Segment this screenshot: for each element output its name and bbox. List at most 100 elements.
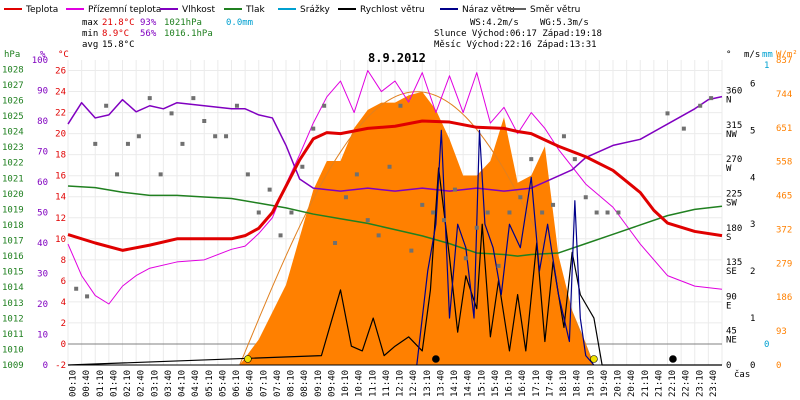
time-tick-label: 15:40 xyxy=(491,370,501,397)
wind-direction-point xyxy=(365,218,370,223)
wind-direction-point xyxy=(681,126,686,131)
wind-direction-point xyxy=(561,134,566,139)
temperature-tick-label: 18 xyxy=(55,151,66,161)
legend-label: Srážky xyxy=(300,5,331,15)
hpa-tick-label: 1028 xyxy=(2,65,24,75)
time-tick-label: 13:10 xyxy=(423,370,433,397)
wind-direction-point xyxy=(104,103,109,108)
stat-min-label: min xyxy=(82,29,98,39)
direction-compass-label: NE xyxy=(726,336,737,346)
temperature-tick-label: 10 xyxy=(55,235,66,245)
wind-direction-point xyxy=(278,233,283,238)
wind-direction-point xyxy=(452,187,457,192)
wind-direction-point xyxy=(409,248,414,253)
hpa-tick-label: 1014 xyxy=(2,283,24,293)
time-tick-label: 10:40 xyxy=(355,370,365,397)
wind-direction-point xyxy=(147,96,152,101)
stat-max-rain: 0.0mm xyxy=(226,18,253,28)
temperature-tick-label: 26 xyxy=(55,67,66,77)
wind-tick-label: 3 xyxy=(750,220,755,230)
stat-avg-temp: 15.8°C xyxy=(102,40,135,50)
direction-compass-label: W xyxy=(726,164,732,174)
legend-item-srazky: Srážky xyxy=(278,5,331,15)
hpa-tick-label: 1012 xyxy=(2,314,24,324)
stat-moon: Měsíc Východ:22:16 Západ:13:31 xyxy=(434,40,597,50)
wind-direction-point xyxy=(354,172,359,177)
wind-tick-label: 5 xyxy=(750,126,755,136)
humidity-tick-label: 90 xyxy=(37,87,48,97)
time-tick-label: 20:10 xyxy=(614,370,624,397)
time-tick-label: 10:10 xyxy=(341,370,351,397)
time-tick-label: 09:40 xyxy=(327,370,337,397)
time-tick-label: 07:40 xyxy=(273,370,283,397)
time-tick-label: 00:10 xyxy=(69,370,79,397)
wind-direction-point xyxy=(507,210,512,215)
stat-min-temp: 8.9°C xyxy=(102,29,129,39)
hpa-tick-label: 1011 xyxy=(2,330,24,340)
ground-temp-line xyxy=(67,70,723,305)
wind-direction-point xyxy=(709,96,714,101)
wind-direction-point xyxy=(191,96,196,101)
hpa-tick-label: 1018 xyxy=(2,221,24,231)
wind-direction-point xyxy=(224,134,229,139)
series-lines xyxy=(67,70,723,366)
hpa-tick-label: 1024 xyxy=(2,128,24,138)
time-tick-label: 03:10 xyxy=(150,370,160,397)
legend-item-vlhkost: Vlhkost xyxy=(160,5,215,15)
wind-direction-point xyxy=(85,294,90,299)
wind-direction-point xyxy=(518,195,523,200)
radiation-tick-label: 558 xyxy=(776,158,792,168)
hpa-tick-label: 1021 xyxy=(2,174,24,184)
time-tick-label: 07:10 xyxy=(259,370,269,397)
wind-direction-point xyxy=(74,286,79,291)
legend-label: Rychlost větru xyxy=(360,5,425,15)
time-tick-label: 23:40 xyxy=(709,370,719,397)
hpa-tick-label: 1023 xyxy=(2,143,24,153)
time-tick-label: 19:40 xyxy=(600,370,610,397)
time-tick-label: 18:10 xyxy=(559,370,569,397)
humidity-tick-label: 60 xyxy=(37,178,48,188)
temperature-tick-label: 6 xyxy=(61,277,66,287)
rain-axis-unit: mm xyxy=(762,50,773,60)
wind-direction-point xyxy=(300,164,305,169)
temperature-tick-label: 12 xyxy=(55,214,66,224)
legend-item-rychlost: Rychlost větru xyxy=(338,5,425,15)
wind-direction-point xyxy=(289,210,294,215)
wind-speed-axis: m/s 6 5 4 3 2 1 0 xyxy=(744,50,760,371)
hpa-tick-label: 1016 xyxy=(2,252,24,262)
wind-direction-point xyxy=(234,103,239,108)
wind-direction-point xyxy=(398,103,403,108)
wind-direction-point xyxy=(594,210,599,215)
wind-direction-point xyxy=(376,233,381,238)
hpa-tick-label: 1022 xyxy=(2,159,24,169)
radiation-tick-label: 744 xyxy=(776,90,792,100)
time-tick-label: 03:40 xyxy=(164,370,174,397)
wind-tick-label: 4 xyxy=(750,173,755,183)
wind-direction-point xyxy=(665,111,670,116)
time-tick-label: 19:10 xyxy=(586,370,596,397)
temperature-tick-label: 0 xyxy=(61,340,66,350)
temperature-tick-label: 20 xyxy=(55,130,66,140)
direction-tick-label: 270 xyxy=(726,155,742,165)
hpa-tick-label: 1013 xyxy=(2,299,24,309)
legend-item-naraz: Náraz větru xyxy=(440,5,515,15)
legend-item-tlak: Tlak xyxy=(224,5,266,15)
wind-direction-point xyxy=(540,210,545,215)
time-tick-label: 06:40 xyxy=(246,370,256,397)
wind-direction-point xyxy=(322,103,327,108)
direction-compass-label: S xyxy=(726,233,731,243)
hpa-axis: hPa 1028 1027 1026 1025 1024 1023 1022 1021 1020 1… xyxy=(2,50,24,371)
radiation-tick-label: 186 xyxy=(776,293,792,303)
time-tick-label: 16:40 xyxy=(518,370,528,397)
wind-direction-point xyxy=(616,210,621,215)
time-tick-label: 12:40 xyxy=(409,370,419,397)
time-tick-label: 22:10 xyxy=(668,370,678,397)
direction-axis-unit: ° xyxy=(726,50,731,60)
radiation-tick-label: 279 xyxy=(776,259,792,269)
time-tick-label: 02:40 xyxy=(137,370,147,397)
rain-tick-label: 1 xyxy=(764,61,769,71)
